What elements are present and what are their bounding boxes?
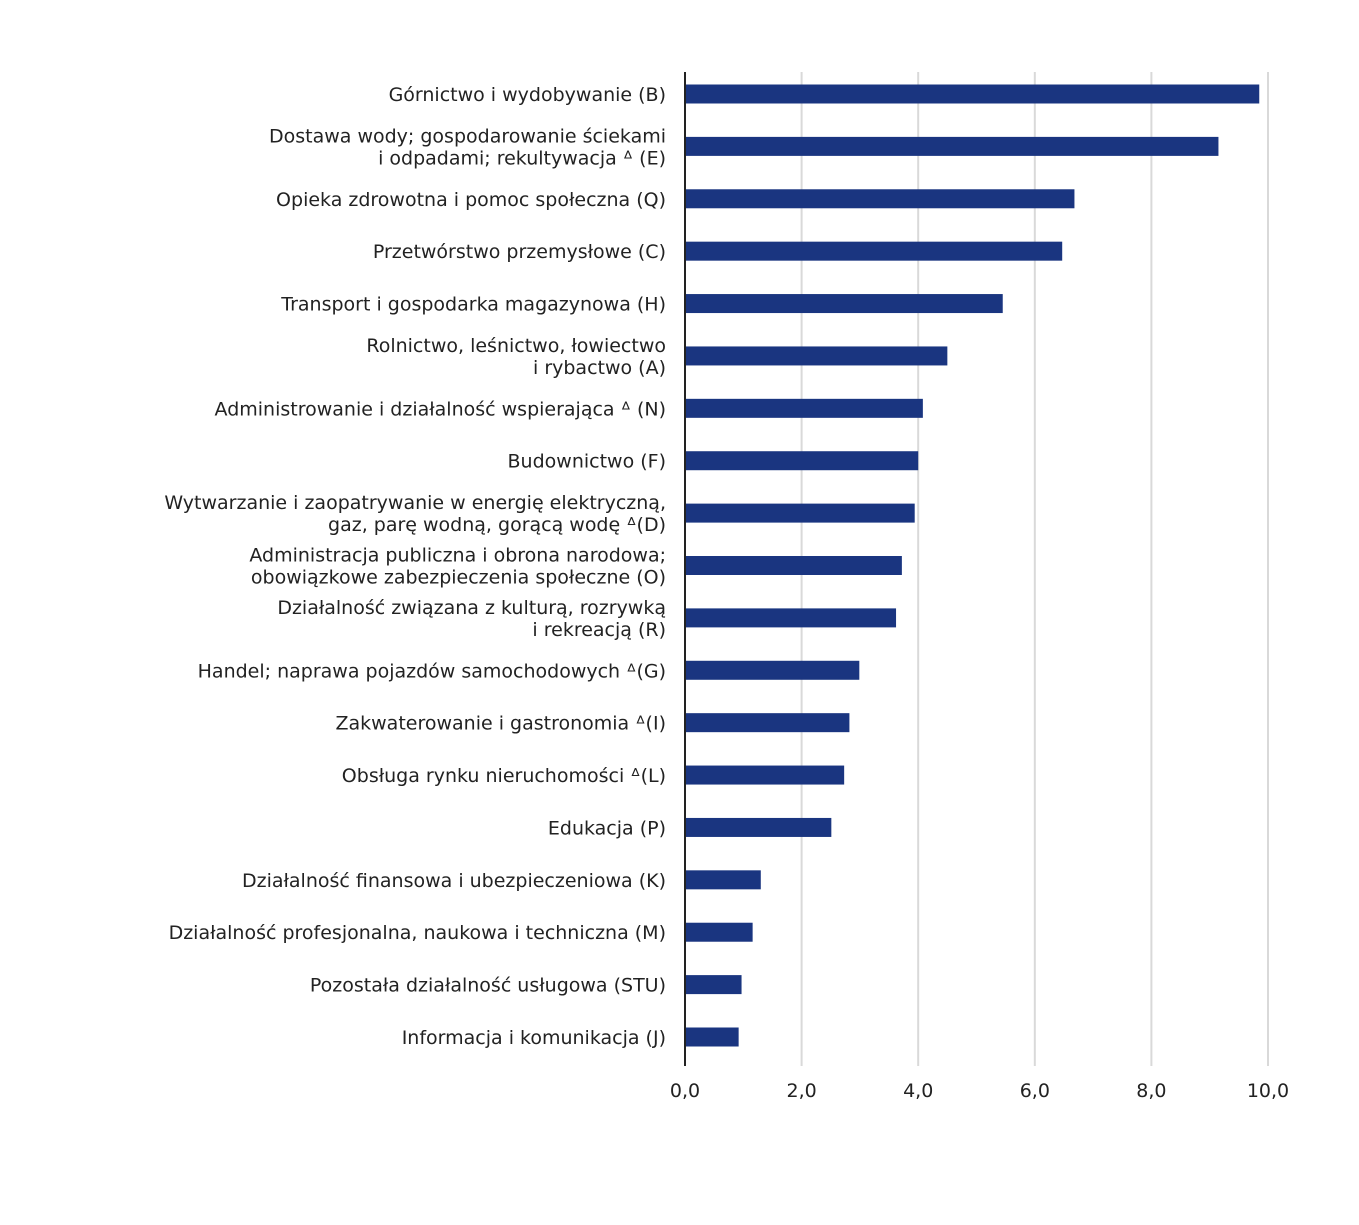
category-label: i odpadami; rekultywacja ᐞ (E) (378, 147, 666, 169)
bar (685, 241, 1063, 261)
x-tick-label: 8,0 (1136, 1080, 1166, 1102)
bar (685, 1027, 739, 1047)
bar (685, 294, 1003, 314)
bar (685, 346, 948, 366)
category-label: gaz, parę wodną, gorącą wodę ᐞ(D) (328, 514, 666, 536)
category-label: obowiązkowe zabezpieczenia społeczne (O) (251, 567, 666, 589)
category-label: Działalność finansowa i ubezpieczeniowa … (242, 870, 666, 892)
x-tick-label: 2,0 (786, 1080, 816, 1102)
bar (685, 503, 915, 523)
category-label: Pozostała działalność usługowa (STU) (310, 975, 666, 997)
category-label: Górnictwo i wydobywanie (B) (389, 84, 666, 106)
bar (685, 556, 902, 575)
bar (685, 713, 850, 733)
category-label: i rybactwo (A) (533, 357, 666, 379)
bar (685, 975, 742, 995)
category-label: i rekreacją (R) (532, 619, 666, 641)
category-label: Działalność profesjonalna, naukowa i tec… (169, 922, 666, 944)
category-label: Dostawa wody; gospodarowanie ściekami (269, 125, 666, 147)
category-label: Transport i gospodarka magazynowa (H) (280, 294, 666, 316)
bar (685, 189, 1075, 209)
bar (685, 922, 753, 942)
category-label: Budownictwo (F) (508, 451, 666, 473)
x-tick-label: 6,0 (1020, 1080, 1050, 1102)
bar (685, 398, 923, 418)
category-label: Obsługa rynku nieruchomości ᐞ(L) (342, 765, 666, 787)
x-tick-label: 10,0 (1247, 1080, 1289, 1102)
category-label: Opieka zdrowotna i pomoc społeczna (Q) (276, 189, 666, 211)
bar (685, 136, 1219, 156)
x-tick-label: 0,0 (670, 1080, 700, 1102)
category-label: Przetwórstwo przemysłowe (C) (373, 241, 666, 263)
category-label: Rolnictwo, leśnictwo, łowiectwo (366, 335, 666, 357)
category-label: Handel; naprawa pojazdów samochodowych ᐞ… (198, 660, 666, 682)
category-label: Informacja i komunikacja (J) (402, 1027, 666, 1049)
category-label: Działalność związana z kulturą, rozrywką (277, 597, 666, 619)
bar (685, 817, 832, 837)
category-label: Zakwaterowanie i gastronomia ᐞ(I) (335, 713, 666, 735)
category-label: Administracja publiczna i obrona narodow… (249, 545, 666, 567)
category-label: Wytwarzanie i zaopatrywanie w energię el… (164, 492, 666, 514)
bar (685, 765, 845, 785)
bar (685, 84, 1260, 104)
bar (685, 870, 761, 890)
category-label: Edukacja (P) (548, 817, 666, 839)
bar (685, 451, 919, 471)
category-label: Administrowanie i działalność wspierając… (215, 398, 666, 420)
bar (685, 660, 860, 680)
bar (685, 608, 897, 628)
x-tick-label: 4,0 (903, 1080, 933, 1102)
